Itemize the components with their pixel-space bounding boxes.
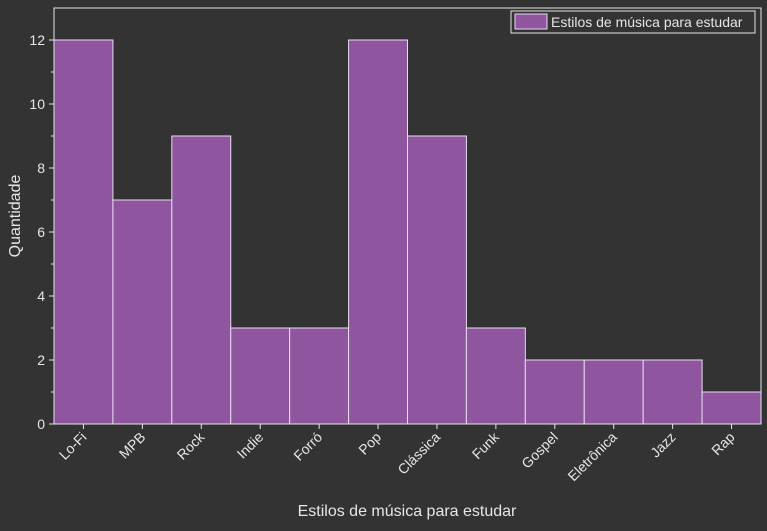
x-tick-label-6: Clássica [394, 429, 443, 478]
bar-11 [701, 391, 762, 425]
bar-5 [348, 39, 408, 425]
legend-label: Estilos de música para estudar [551, 14, 743, 30]
y-tick-label-5: 10 [29, 96, 45, 112]
x-axis-title: Estilos de música para estudar [298, 503, 517, 520]
y-tick-label-6: 12 [29, 32, 45, 48]
bar-6 [407, 135, 467, 425]
y-ticks-group: 0 2 4 6 8 10 12 [29, 32, 54, 432]
bar-10 [642, 359, 703, 425]
x-tick-label-10: Jazz [647, 429, 679, 461]
bar-8 [524, 359, 585, 425]
y-tick-label-2: 4 [37, 288, 45, 304]
x-tick-label-2: Rock [174, 428, 209, 463]
bar-9 [583, 359, 644, 425]
y-axis-title: Quantidade [7, 175, 24, 258]
x-tick-label-1: MPB [116, 429, 149, 462]
bars-group [53, 39, 762, 425]
bar-0 [53, 39, 114, 425]
bar-4 [289, 327, 350, 425]
x-tick-label-11: Rap [708, 429, 738, 459]
x-ticks-group: Lo-Fi MPB Rock Indie Forró Pop Clássica Funk Gos… [56, 424, 738, 484]
x-tick-label-7: Funk [469, 428, 503, 462]
x-tick-label-3: Indie [234, 429, 267, 462]
x-tick-label-8: Gospel [518, 429, 561, 472]
legend: Estilos de música para estudar [510, 10, 756, 34]
axes-group [53, 7, 762, 425]
bar-7 [465, 327, 526, 425]
legend-swatch [514, 13, 548, 30]
bar-3 [230, 327, 291, 425]
bar-1 [112, 199, 173, 425]
x-tick-label-5: Pop [355, 429, 384, 458]
x-tick-label-0: Lo-Fi [56, 429, 90, 463]
x-tick-label-9: Eletrônica [564, 429, 619, 484]
bar-2 [171, 135, 232, 425]
y-tick-label-4: 8 [37, 160, 45, 176]
x-tick-label-4: Forró [290, 429, 325, 464]
y-tick-label-1: 2 [37, 352, 45, 368]
y-tick-label-3: 6 [37, 224, 45, 240]
plot-frame [53, 7, 762, 425]
legend-box [510, 10, 756, 34]
y-tick-label-0: 0 [37, 416, 45, 432]
